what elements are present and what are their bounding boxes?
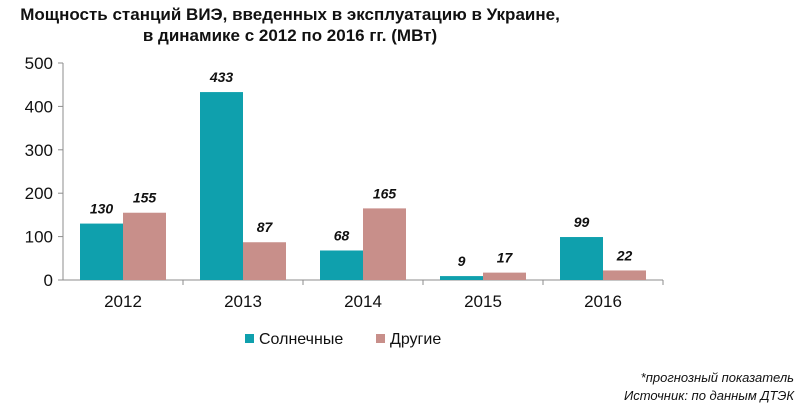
x-tick-label: 2013	[224, 292, 262, 311]
data-label: 165	[373, 185, 397, 201]
bar-other-2013	[243, 242, 286, 280]
y-tick-label: 400	[25, 97, 53, 116]
legend-label: Другие	[390, 331, 441, 348]
source-note: Источник: по данным ДТЭК	[623, 388, 794, 403]
bar-solar-2012	[80, 223, 123, 280]
data-label: 155	[133, 190, 157, 206]
x-tick-label: 2014	[344, 292, 382, 311]
chart-title-line-2: в динамике с 2012 по 2016 гг. (МВт)	[142, 26, 438, 45]
bar-solar-2016	[560, 237, 603, 280]
x-tick-label: 2015	[464, 292, 502, 311]
forecast-note: *прогнозный показатель	[640, 370, 794, 385]
y-tick-label: 500	[25, 54, 53, 73]
legend-swatch	[245, 334, 254, 343]
chart-title: Мощность станций ВИЭ, введенных в эксплу…	[0, 4, 580, 46]
y-tick-label: 0	[44, 271, 53, 290]
bar-other-2012	[123, 212, 166, 280]
data-label: 99	[574, 214, 590, 230]
y-tick-label: 300	[25, 141, 53, 160]
bar-solar-2013	[200, 92, 243, 280]
data-label: 433	[209, 69, 234, 85]
y-tick-label: 200	[25, 184, 53, 203]
x-tick-label: 2016	[584, 292, 622, 311]
bar-solar-2015	[440, 276, 483, 280]
bar-other-2015	[483, 272, 526, 280]
bar-solar-2014	[320, 250, 363, 280]
data-label: 22	[616, 247, 633, 263]
data-label: 17	[497, 250, 514, 266]
data-label: 9	[458, 253, 466, 269]
data-label: 130	[90, 201, 114, 217]
legend-label: Солнечные	[259, 331, 343, 348]
bar-other-2016	[603, 270, 646, 280]
y-tick-label: 100	[25, 228, 53, 247]
legend-swatch	[376, 334, 385, 343]
data-label: 87	[257, 219, 274, 235]
bar-other-2014	[363, 208, 406, 280]
data-label: 68	[334, 227, 350, 243]
x-tick-label: 2012	[104, 292, 142, 311]
chart-title-line-1: Мощность станций ВИЭ, введенных в эксплу…	[20, 5, 560, 24]
